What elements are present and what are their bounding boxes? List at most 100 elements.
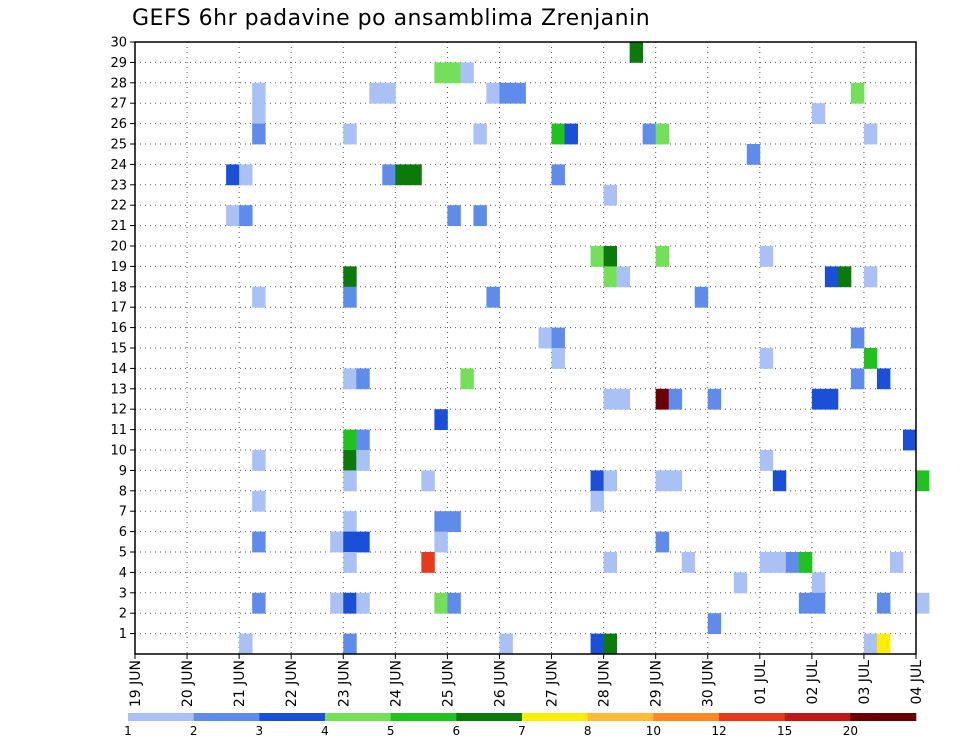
colorbar-label: 3 [256,724,264,738]
x-tick-label: 22 JUN [284,660,300,707]
heatmap-cell [434,592,448,614]
heatmap-cell [551,327,565,349]
y-tick-label: 15 [110,342,127,357]
heatmap-cell [785,552,800,573]
colorbar-segment [259,713,326,721]
heatmap-cell [356,368,370,390]
heatmap-cell [863,123,878,145]
colorbar-label: 5 [387,724,395,738]
heatmap-cell [473,205,487,226]
y-tick-label: 7 [119,505,127,520]
heatmap-cell [252,123,266,145]
heatmap-cell [655,246,670,267]
heatmap-cell [369,82,383,104]
x-tick-label: 27 JUN [545,660,561,707]
x-tick-label: 21 JUN [232,660,248,707]
heatmap-cell [603,470,618,492]
heatmap-cell [499,82,513,104]
heatmap-cell [226,164,240,186]
heatmap-cell [512,82,526,104]
x-tick-label: 02 JUL [805,660,821,705]
y-tick-label: 4 [119,566,127,581]
colorbar-label: 12 [711,724,726,738]
heatmap-cell [642,123,657,145]
heatmap-cell [603,246,618,267]
heatmap-cell [590,490,604,512]
heatmap-cell [252,450,266,471]
colorbar-segment [653,713,720,721]
heatmap-cell [343,633,357,655]
heatmap-cell [330,592,344,614]
y-tick-label: 2 [119,607,127,622]
heatmap-cell [811,388,826,410]
heatmap-cell [343,450,357,471]
heatmap-cell [343,266,357,288]
x-tick-label: 24 JUN [388,660,404,707]
heatmap-cell [759,450,774,471]
y-tick-label: 21 [110,219,127,234]
heatmap-cell [447,62,461,84]
heatmap-cell [603,633,618,655]
heatmap-cell [863,266,878,288]
y-tick-label: 8 [119,484,127,499]
x-tick-label: 03 JUL [857,660,873,705]
heatmap-cell [486,286,500,308]
heatmap-cell [486,82,500,104]
colorbar-segment [522,713,588,721]
heatmap-cell [343,531,357,553]
y-tick-label: 22 [110,199,127,214]
heatmap-cell [343,592,357,614]
colorbar-segment [128,713,194,721]
y-tick-label: 27 [110,97,127,112]
heatmap-cell [863,348,878,369]
heatmap-cell [655,388,670,410]
colorbar-label: 7 [518,724,526,738]
y-tick-label: 25 [110,138,127,153]
heatmap-cell [759,552,774,573]
colorbar-segment [325,713,391,721]
y-tick-label: 19 [110,260,127,275]
colorbar-label: 15 [777,724,792,738]
heatmap-cell [655,531,670,553]
heatmap-cell [473,123,487,145]
heatmap-cell [551,123,565,145]
colorbar-label: 8 [584,724,592,738]
heatmap-cell [343,470,357,492]
colorbar-segment [456,713,523,721]
heatmap-cell [811,592,826,614]
heatmap-cell [707,388,722,410]
heatmap-cell [460,62,474,84]
heatmap-cell [434,511,448,532]
y-tick-label: 24 [110,158,127,173]
heatmap-cell [252,592,266,614]
colorbar-segment [719,713,785,721]
heatmap-cell [837,266,852,288]
heatmap-cell [356,450,370,471]
heatmap-cell [798,592,813,614]
heatmap-cell [603,266,618,288]
heatmap-cell [408,164,422,186]
heatmap-cell [694,286,709,308]
y-tick-label: 13 [110,382,127,397]
colorbar-label: 4 [321,724,329,738]
heatmap-cell [343,552,357,573]
heatmap-cell [590,633,604,655]
heatmap-cell [707,613,722,634]
heatmap-cell [330,531,344,553]
heatmap-cell [603,552,618,573]
y-tick-label: 9 [119,464,127,479]
heatmap-cell [382,82,396,104]
y-tick-label: 14 [110,362,127,377]
heatmap-cell [551,164,565,186]
heatmap-cell [876,368,891,390]
heatmap-cell [590,470,604,492]
heatmap-cell [798,552,813,573]
heatmap-cell [460,368,474,390]
heatmap-cell [343,286,357,308]
heatmap-cell [681,552,696,573]
heatmap-cell [746,144,761,165]
colorbar-label: 10 [646,724,661,738]
heatmap-cell [629,42,644,63]
heatmap-cell [434,531,448,553]
colorbar-segment [193,713,260,721]
